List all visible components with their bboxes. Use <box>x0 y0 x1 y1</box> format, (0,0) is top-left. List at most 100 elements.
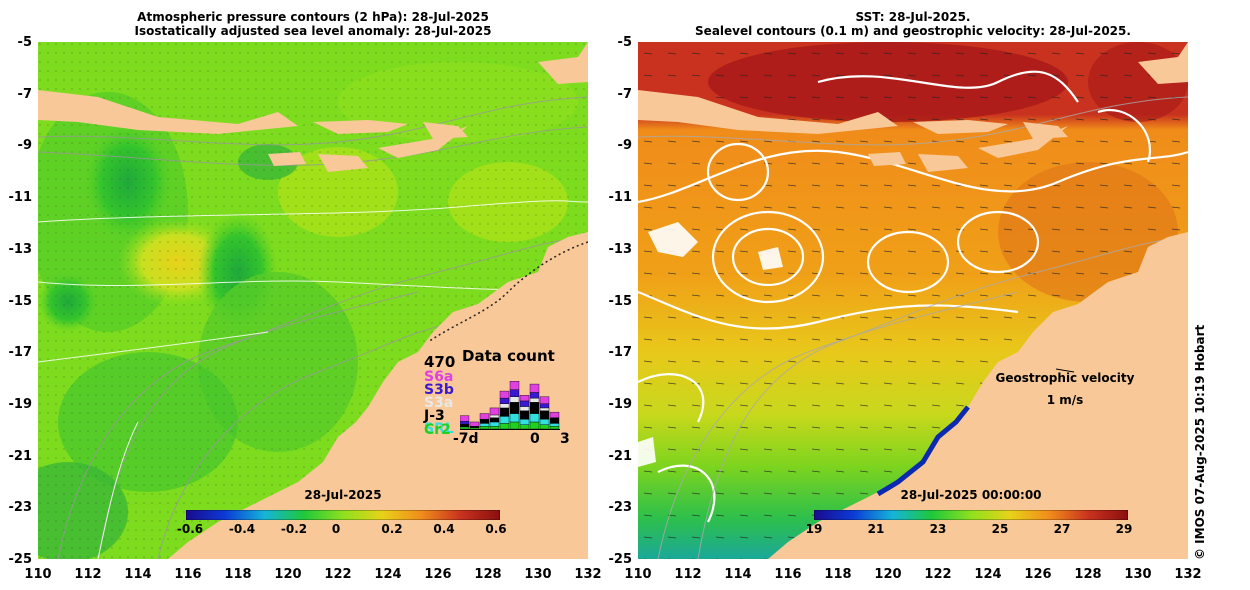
lon-tick: 130 <box>1124 567 1152 582</box>
lat-tick: -19 <box>608 397 633 412</box>
data-count-xlabel-end: 3 <box>560 431 570 447</box>
lat-tick: -7 <box>17 87 32 102</box>
lat-tick: -13 <box>8 242 33 257</box>
data-count-bar-segment <box>460 426 470 430</box>
data-count-bar-segment <box>499 416 510 424</box>
bathymetry-contours <box>38 96 588 559</box>
satellite-label-j3: J-3 <box>424 408 445 424</box>
data-count-bar-segment <box>460 415 470 422</box>
left-colorbar <box>185 505 501 521</box>
geostrophic-velocity-title: Geostrophic velocity <box>995 371 1135 385</box>
data-count-bar-segment <box>509 389 520 397</box>
lon-tick: 114 <box>724 567 752 582</box>
data-count-bar-segment <box>499 390 510 399</box>
data-count-bar-segment <box>549 411 560 418</box>
left-colorbar-date: 28-Jul-2025 <box>304 488 382 502</box>
island-land <box>538 42 588 84</box>
data-count-bar-segment <box>489 414 500 418</box>
lon-tick: 120 <box>274 567 302 582</box>
bathymetry-contours <box>638 96 1188 559</box>
left-title-line1: Atmospheric pressure contours (2 hPa): 2… <box>137 10 489 24</box>
data-count-bar-segment <box>499 407 510 417</box>
data-count-bar-segment <box>509 396 520 403</box>
lat-tick: -9 <box>617 138 632 153</box>
data-count-bars <box>460 381 560 430</box>
lat-tick: -11 <box>608 190 633 205</box>
lon-tick: 116 <box>774 567 802 582</box>
island-land <box>318 154 368 172</box>
island-land <box>913 120 1008 134</box>
java-land <box>638 90 898 134</box>
data-count-max: 470 <box>424 353 456 371</box>
lon-tick: 122 <box>324 567 352 582</box>
lon-tick: 112 <box>74 567 102 582</box>
lon-tick: 118 <box>224 567 252 582</box>
australia-land <box>768 232 1188 559</box>
data-count-bar-segment <box>529 392 540 399</box>
lon-tick: 126 <box>1024 567 1052 582</box>
data-count-bar-segment <box>519 406 530 411</box>
data-count-title: Data count <box>462 347 555 365</box>
lon-tick: 114 <box>124 567 152 582</box>
right-colorbar-gradient <box>813 509 1129 521</box>
data-count-bar-segment <box>489 417 500 423</box>
lon-tick: 110 <box>24 567 52 582</box>
data-count-bar-segment <box>519 395 530 402</box>
imos-credit: © IMOS 07-Aug-2025 10:19 Hobart <box>1193 324 1207 560</box>
colorbar-tick: 19 <box>805 522 823 536</box>
right-map-title: SST: 28-Jul-2025. Sealevel contours (0.1… <box>638 10 1188 38</box>
data-count-bar-segment <box>469 427 480 430</box>
data-count-bar-segment <box>479 418 490 424</box>
lat-tick: -13 <box>608 242 633 257</box>
colorbar-tick: 29 <box>1115 522 1133 536</box>
data-count-xlabel-start: -7d <box>453 431 479 447</box>
lat-tick: -21 <box>608 449 633 464</box>
colorbar-tick: 0.6 <box>485 522 507 536</box>
data-count-bar-segment <box>469 421 480 427</box>
colorbar-tick: -0.4 <box>228 522 256 536</box>
data-count-bar-segment <box>460 421 470 425</box>
data-count-bar-segment <box>469 425 480 428</box>
lat-tick: -17 <box>8 345 33 360</box>
coast-dashes <box>427 241 588 343</box>
lon-tick: 132 <box>574 567 602 582</box>
sea-level-anomaly-map <box>38 42 588 559</box>
data-count-bar-segment <box>489 407 500 416</box>
data-count-bar-segment <box>519 424 530 430</box>
data-count-bar-segment <box>539 418 550 425</box>
data-count-bar-segment <box>489 425 500 430</box>
sumba-land <box>868 152 906 166</box>
lon-tick: 132 <box>1174 567 1202 582</box>
timor-land <box>378 126 468 158</box>
lat-tick: -11 <box>8 190 33 205</box>
velocity-scale-arrow <box>1055 368 1075 373</box>
colorbar-tick: 21 <box>867 522 885 536</box>
satellite-label-cr2: Cr2 <box>424 422 451 438</box>
colorbar-tick: 27 <box>1053 522 1071 536</box>
island-land <box>1138 42 1188 84</box>
data-count-bar-segment <box>549 423 560 427</box>
colorbar-tick: 23 <box>929 522 947 536</box>
data-count-bar-segment <box>509 381 520 390</box>
land-masses <box>638 42 1188 559</box>
sea-level-contours <box>638 70 1188 523</box>
lat-tick: -9 <box>17 138 32 153</box>
data-count-bar-segment <box>539 410 550 420</box>
colorbar-tick: 0.4 <box>433 522 455 536</box>
data-count-bar-segment <box>529 397 540 403</box>
data-count-bar-segment <box>549 425 560 430</box>
lat-tick: -23 <box>8 500 33 515</box>
satellite-label-s6a: S6a <box>424 369 454 385</box>
lon-tick: 128 <box>474 567 502 582</box>
lat-tick: -5 <box>617 35 632 50</box>
timor-land <box>978 126 1068 158</box>
sumba-land <box>268 152 306 166</box>
data-count-bar-segment <box>479 425 490 430</box>
data-count-bar-segment <box>479 413 490 420</box>
data-count-bar-segment <box>539 403 550 409</box>
data-count-bar-segment <box>509 402 520 414</box>
lon-tick: 116 <box>174 567 202 582</box>
satellite-label-s3a: S3a <box>424 395 454 411</box>
data-count-bar-segment <box>529 413 540 423</box>
lat-tick: -17 <box>608 345 633 360</box>
